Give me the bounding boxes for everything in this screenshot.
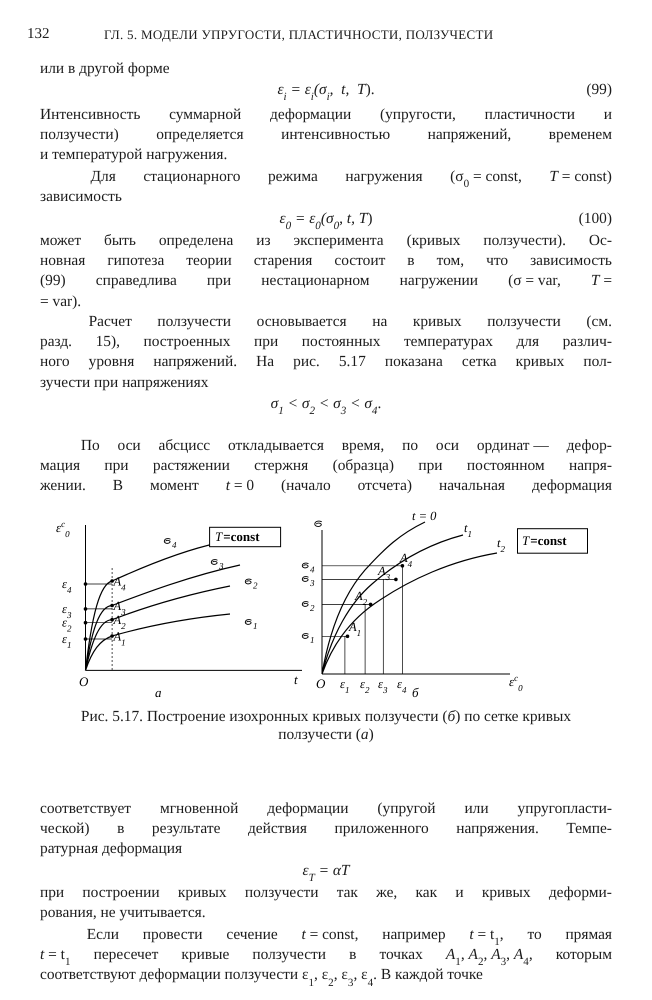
svg-text:б: б	[412, 685, 419, 700]
svg-text:ε1: ε1	[62, 632, 71, 650]
svg-text:ε4: ε4	[62, 577, 72, 595]
svg-text:3: 3	[218, 561, 224, 571]
svg-text:t2: t2	[497, 536, 505, 554]
svg-text:1: 1	[253, 621, 258, 631]
svg-text:t1: t1	[464, 521, 472, 539]
svg-text:A4: A4	[113, 575, 127, 593]
svg-text:t = 0: t = 0	[412, 509, 437, 523]
svg-text:εc0: εc0	[56, 519, 70, 539]
svg-text:O: O	[79, 674, 89, 689]
svg-text:а: а	[155, 685, 162, 700]
svg-text:ε3: ε3	[378, 677, 388, 695]
svg-text:εc0: εc0	[509, 673, 523, 693]
svg-text:T=const: T=const	[215, 529, 260, 544]
svg-text:ε4: ε4	[397, 677, 407, 695]
svg-text:O: O	[316, 676, 326, 691]
svg-text:t: t	[294, 672, 298, 687]
svg-text:4: 4	[310, 565, 315, 575]
svg-text:2: 2	[253, 581, 258, 591]
svg-text:ε2: ε2	[360, 677, 370, 695]
svg-text:4: 4	[172, 540, 177, 550]
svg-text:ε1: ε1	[340, 677, 349, 695]
svg-text:T=const: T=const	[522, 533, 567, 548]
svg-text:3: 3	[309, 578, 315, 588]
svg-text:2: 2	[310, 603, 315, 613]
svg-text:A1: A1	[348, 620, 361, 638]
svg-text:1: 1	[310, 635, 315, 645]
